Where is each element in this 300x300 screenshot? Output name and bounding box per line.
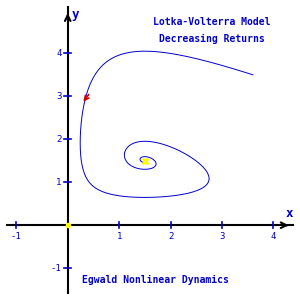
Text: Lotka-Volterra Model: Lotka-Volterra Model (153, 17, 271, 27)
Text: -1: -1 (11, 232, 22, 241)
Text: 2: 2 (56, 135, 62, 144)
Text: Decreasing Returns: Decreasing Returns (159, 34, 265, 44)
Text: 4: 4 (271, 232, 276, 241)
Text: 1: 1 (116, 232, 122, 241)
Text: y: y (72, 8, 79, 21)
Text: 3: 3 (56, 92, 62, 101)
Text: 2: 2 (168, 232, 173, 241)
Text: -1: -1 (51, 264, 62, 273)
Text: 3: 3 (219, 232, 225, 241)
Text: x: x (286, 207, 293, 220)
Text: 1: 1 (56, 178, 62, 187)
Text: Egwald Nonlinear Dynamics: Egwald Nonlinear Dynamics (82, 275, 229, 285)
Text: 4: 4 (56, 49, 62, 58)
